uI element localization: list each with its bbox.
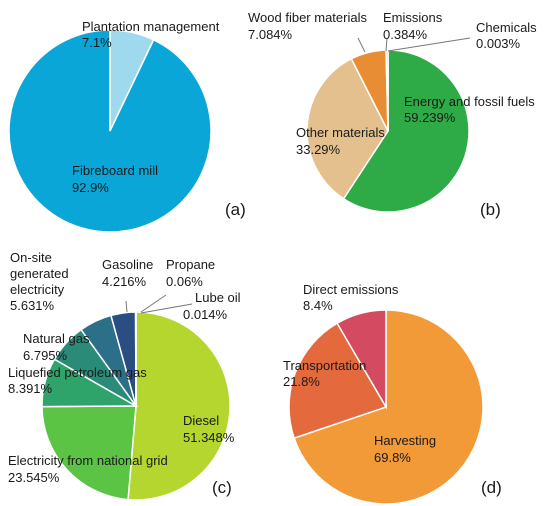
pie-b (306, 49, 470, 213)
panel-label-a: (a) (225, 200, 246, 219)
label-propane: Propane (166, 257, 215, 272)
leader-chemicals (387, 37, 471, 52)
label-chemicals: Chemicals (476, 20, 537, 35)
pie-c (41, 311, 231, 501)
panel-label-d: (d) (481, 478, 502, 497)
value-harvesting: 69.8% (374, 450, 411, 465)
label-diesel: Diesel (183, 413, 219, 428)
value-natural-gas: 6.795% (23, 348, 68, 363)
value-fibreboard-mill: 92.9% (72, 180, 109, 195)
leader-propane (140, 294, 167, 313)
value-energy-fossil-fuels: 59.239% (404, 110, 456, 125)
value-emissions: 0.384% (383, 27, 428, 42)
label-energy-fossil-fuels: Energy and fossil fuels (404, 94, 535, 109)
pie-slice-electricity-from-national-grid (41, 405, 137, 501)
label-lube-oil: Lube oil (195, 290, 241, 305)
label-emissions: Emissions (383, 10, 443, 25)
leader-gasoline (125, 300, 128, 313)
pie-a (8, 29, 212, 233)
label-fibreboard-mill: Fibreboard mill (72, 163, 158, 178)
label-plantation-management: Plantation management (82, 19, 220, 34)
value-liquefied-petroleum-gas: 8.391% (8, 381, 53, 396)
label-on-site-line-1: On-site (10, 250, 52, 265)
label-liquefied-petroleum-gas: Liquefied petroleum gas (8, 365, 147, 380)
pie-slice-energy-and-fossil-fuels (342, 49, 470, 213)
label-harvesting: Harvesting (374, 433, 436, 448)
label-electricity-national-grid: Electricity from national grid (8, 453, 168, 468)
pie-d (288, 309, 484, 505)
leader-lube-oil (140, 303, 193, 314)
pie-slice-transportation (288, 322, 388, 440)
label-direct-emissions: Direct emissions (303, 282, 399, 297)
leader-wood-fiber (357, 37, 366, 53)
label-on-site-line-2: generated (10, 266, 69, 281)
label-other-materials: Other materials (296, 125, 385, 140)
value-propane: 0.06% (166, 274, 203, 289)
label-transportation: Transportation (283, 358, 366, 373)
value-other-materials: 33.29% (296, 142, 341, 157)
pie-slice-diesel (127, 311, 231, 501)
value-diesel: 51.348% (183, 430, 235, 445)
value-direct-emissions: 8.4% (303, 298, 333, 313)
pie-slice-harvesting (293, 309, 484, 505)
panel-label-c: (c) (212, 478, 232, 497)
value-lube-oil: 0.014% (183, 307, 228, 322)
panel-label-b: (b) (480, 200, 501, 219)
value-transportation: 21.8% (283, 374, 320, 389)
value-on-site-generated-electricity: 5.631% (10, 298, 55, 313)
pie-slice-direct-emissions (336, 309, 387, 410)
label-wood-fiber-materials: Wood fiber materials (248, 10, 367, 25)
value-wood-fiber-materials: 7.084% (248, 27, 293, 42)
leader-emissions (385, 37, 388, 52)
value-gasoline: 4.216% (102, 274, 147, 289)
pie-slice-other-materials (306, 57, 389, 200)
value-plantation-management: 7.1% (82, 35, 112, 50)
label-on-site-line-3: electricity (10, 282, 65, 297)
pie-slice-fibreboard-mill (8, 29, 212, 233)
label-natural-gas: Natural gas (23, 331, 90, 346)
value-chemicals: 0.003% (476, 36, 521, 51)
label-gasoline: Gasoline (102, 257, 153, 272)
value-electricity-national-grid: 23.545% (8, 470, 60, 485)
